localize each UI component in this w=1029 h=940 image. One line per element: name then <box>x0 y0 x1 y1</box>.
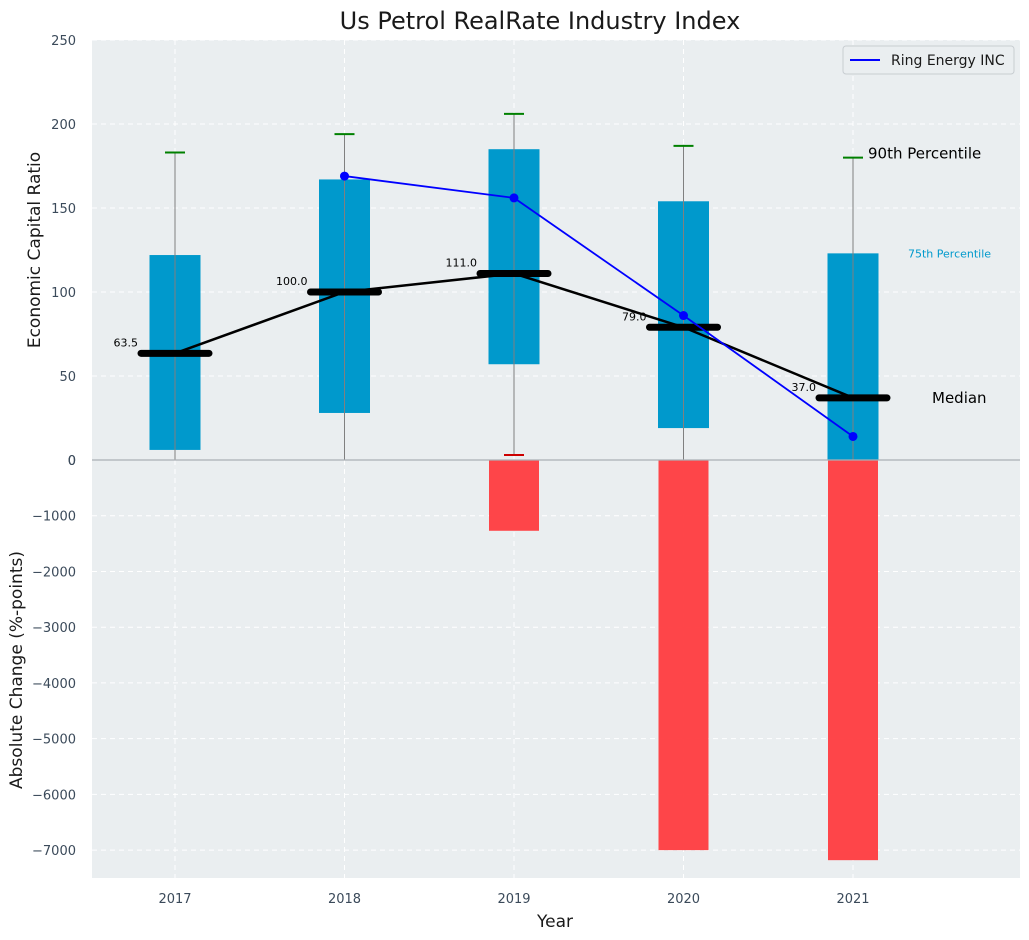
bottom-plot-area <box>92 460 1020 878</box>
bottom-y-tick-label: −1000 <box>32 510 76 525</box>
bottom-y-tick-label: −5000 <box>32 733 76 748</box>
top-y-tick-label: 0 <box>68 454 76 469</box>
top-y-tick-label: 50 <box>59 370 76 385</box>
company-point <box>509 193 519 203</box>
bottom-y-axis-title: Absolute Change (%-points) <box>7 551 27 789</box>
bottom-y-tick-label: 0 <box>68 454 76 469</box>
change-bar <box>489 460 539 531</box>
median-value-label: 37.0 <box>792 381 817 394</box>
annotation-p75: 75th Percentile <box>908 247 991 260</box>
median-value-label: 63.5 <box>114 336 139 349</box>
top-y-tick-label: 200 <box>51 118 76 133</box>
x-axis-title: Year <box>536 912 573 932</box>
bottom-y-tick-label: −2000 <box>32 565 76 580</box>
top-y-axis-title: Economic Capital Ratio <box>25 152 45 348</box>
company-line <box>344 175 854 438</box>
company-point <box>848 431 858 441</box>
median-value-label: 111.0 <box>446 257 478 270</box>
x-tick-label: 2020 <box>667 892 700 907</box>
x-tick-label: 2018 <box>328 892 361 907</box>
x-tick-label: 2019 <box>497 892 530 907</box>
top-y-tick-label: 100 <box>51 286 76 301</box>
median-value-label: 79.0 <box>622 310 647 323</box>
legend-box <box>842 45 1015 75</box>
bottom-y-tick-label: −3000 <box>32 621 76 636</box>
bottom-panel: −1000 −2000 −3000 −4000 −5000 −6000 −7000 0 <box>32 454 1020 878</box>
legend-label: Ring Energy INC <box>891 53 1005 69</box>
company-point <box>340 171 349 181</box>
company-point <box>679 311 688 321</box>
x-tick-label: 2021 <box>836 892 869 907</box>
annotation-median: Median <box>932 389 987 407</box>
bottom-y-tick-label: −6000 <box>32 788 76 803</box>
legend: Ring Energy INC <box>842 45 1015 75</box>
chart-title: Us Petrol RealRate Industry Index <box>340 7 741 35</box>
x-tick-label: 2017 <box>158 892 191 907</box>
change-bar <box>828 460 878 861</box>
top-y-tick-label: 150 <box>51 202 76 217</box>
annotation-p90: 90th Percentile <box>868 145 981 163</box>
change-bar <box>658 460 709 851</box>
bottom-y-tick-label: −7000 <box>32 844 76 859</box>
median-value-label: 100.0 <box>276 275 308 288</box>
top-panel: 0 50 100 150 200 250 63.5 100.0 111.0 79.0 37.0 90… <box>51 34 1020 503</box>
bottom-y-tick-label: −4000 <box>32 677 76 692</box>
top-y-tick-label: 250 <box>51 34 76 49</box>
